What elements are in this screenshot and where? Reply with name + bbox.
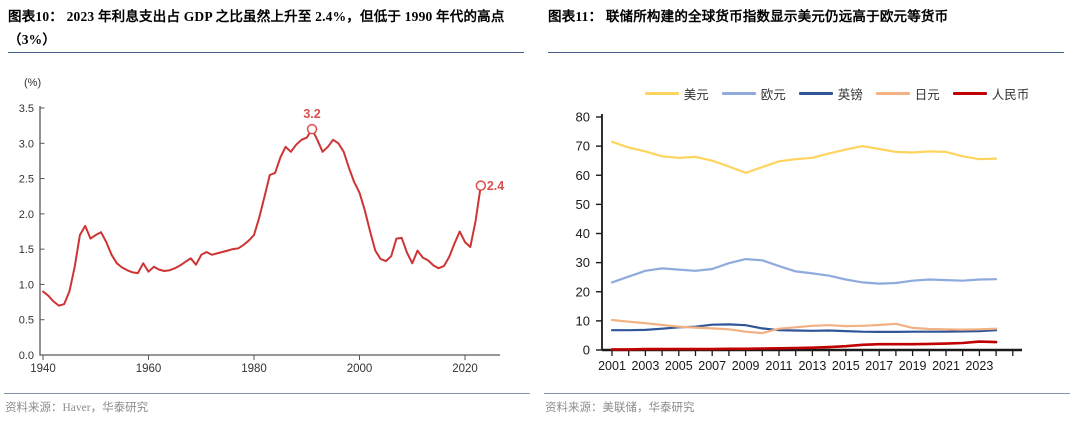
svg-text:2013: 2013 bbox=[798, 359, 826, 373]
svg-text:1.5: 1.5 bbox=[19, 244, 34, 256]
svg-text:3.0: 3.0 bbox=[19, 138, 34, 150]
figure11-legend: 美元 欧元 英镑 日元 人民币 bbox=[602, 84, 1072, 103]
svg-text:2003: 2003 bbox=[631, 359, 659, 373]
figure11-source: 资料来源：美联储，华泰研究 bbox=[545, 402, 695, 414]
svg-text:70: 70 bbox=[576, 139, 590, 154]
svg-text:1.0: 1.0 bbox=[19, 279, 34, 291]
svg-text:2015: 2015 bbox=[832, 359, 860, 373]
legend-label-jpy: 日元 bbox=[914, 88, 940, 102]
svg-text:2009: 2009 bbox=[732, 359, 760, 373]
gbp-line bbox=[610, 323, 998, 333]
annotation-3.2: 3.2 bbox=[303, 107, 321, 135]
svg-text:3.5: 3.5 bbox=[19, 103, 34, 115]
legend-item-cny: 人民币 bbox=[952, 84, 1030, 103]
svg-text:1960: 1960 bbox=[136, 363, 162, 375]
svg-text:2017: 2017 bbox=[865, 359, 893, 373]
legend-label-cny: 人民币 bbox=[991, 88, 1030, 102]
svg-text:2019: 2019 bbox=[899, 359, 927, 373]
legend-swatch-eur bbox=[721, 92, 756, 95]
figure11-title-rule bbox=[548, 52, 1064, 53]
figure11-panel: 图表11： 联储所构建的全球货币指数显示美元仍远高于欧元等货币 美元 欧元 英镑… bbox=[540, 0, 1080, 423]
svg-text:2011: 2011 bbox=[766, 359, 793, 373]
svg-text:0.5: 0.5 bbox=[19, 315, 34, 327]
svg-text:2005: 2005 bbox=[665, 359, 693, 373]
figure10-chart: (%) 0.0 0.5 1.0 1.5 2.0 2.5 3.0 3.5 1940 1960 1980 2… bbox=[19, 77, 505, 375]
figure11-chart: 0 10 20 30 40 50 60 70 80 2001 2003 2005 2007 2009 201… bbox=[576, 110, 1022, 373]
eur-line bbox=[610, 258, 998, 285]
figure10-title: 图表10： 2023 年利息支出占 GDP 之比虽然上升至 2.4%，但低于 1… bbox=[8, 9, 505, 47]
legend-swatch-usd bbox=[644, 92, 679, 95]
figure10-title-rule bbox=[8, 52, 524, 53]
legend-swatch-cny bbox=[952, 92, 987, 95]
svg-text:0.0: 0.0 bbox=[19, 350, 34, 362]
legend-item-gbp: 英镑 bbox=[798, 84, 863, 103]
figure10-panel: 图表10： 2023 年利息支出占 GDP 之比虽然上升至 2.4%，但低于 1… bbox=[4, 9, 530, 414]
svg-text:50: 50 bbox=[576, 197, 590, 212]
svg-text:2023: 2023 bbox=[965, 359, 993, 373]
svg-text:30: 30 bbox=[576, 255, 590, 270]
jpy-line bbox=[610, 318, 998, 335]
usd-line bbox=[610, 140, 998, 175]
svg-text:0: 0 bbox=[583, 343, 590, 358]
svg-text:2007: 2007 bbox=[698, 359, 726, 373]
svg-text:2021: 2021 bbox=[932, 359, 960, 373]
svg-text:2.5: 2.5 bbox=[19, 174, 34, 186]
cny-line bbox=[610, 340, 998, 351]
legend-swatch-gbp bbox=[798, 92, 833, 95]
svg-text:1940: 1940 bbox=[30, 363, 56, 375]
legend-item-eur: 欧元 bbox=[721, 84, 786, 103]
svg-text:40: 40 bbox=[576, 226, 590, 241]
legend-swatch-jpy bbox=[875, 92, 910, 95]
svg-text:2.0: 2.0 bbox=[19, 209, 34, 221]
svg-text:3.2: 3.2 bbox=[303, 107, 320, 121]
figure10-source: 资料来源：Haver，华泰研究 bbox=[5, 402, 149, 414]
figure11-source-rule bbox=[544, 393, 1070, 394]
legend-label-usd: 美元 bbox=[683, 88, 709, 102]
svg-text:10: 10 bbox=[576, 313, 590, 328]
figure10-axes: 0.0 0.5 1.0 1.5 2.0 2.5 3.0 3.5 1940 1960 1980 2000… bbox=[19, 103, 500, 375]
svg-text:2.4: 2.4 bbox=[487, 179, 504, 193]
legend-item-jpy: 日元 bbox=[875, 84, 940, 103]
svg-text:60: 60 bbox=[576, 168, 590, 183]
figure10-source-rule bbox=[4, 393, 530, 394]
figure11-axes: 0 10 20 30 40 50 60 70 80 2001 2003 2005 2007 2009 201… bbox=[576, 110, 1022, 373]
svg-text:1980: 1980 bbox=[241, 363, 267, 375]
figure11-title: 图表11： 联储所构建的全球货币指数显示美元仍远高于欧元等货币 bbox=[548, 9, 949, 24]
svg-text:2020: 2020 bbox=[452, 363, 478, 375]
svg-text:20: 20 bbox=[576, 284, 590, 299]
svg-text:(%): (%) bbox=[24, 77, 41, 89]
legend-item-usd: 美元 bbox=[644, 84, 709, 103]
legend-label-eur: 欧元 bbox=[760, 88, 786, 102]
svg-text:2000: 2000 bbox=[347, 363, 373, 375]
svg-text:2001: 2001 bbox=[598, 359, 626, 373]
svg-text:80: 80 bbox=[576, 110, 590, 125]
interest-gdp-line bbox=[42, 128, 482, 307]
legend-label-gbp: 英镑 bbox=[837, 88, 863, 102]
annotation-2.4: 2.4 bbox=[475, 179, 504, 193]
